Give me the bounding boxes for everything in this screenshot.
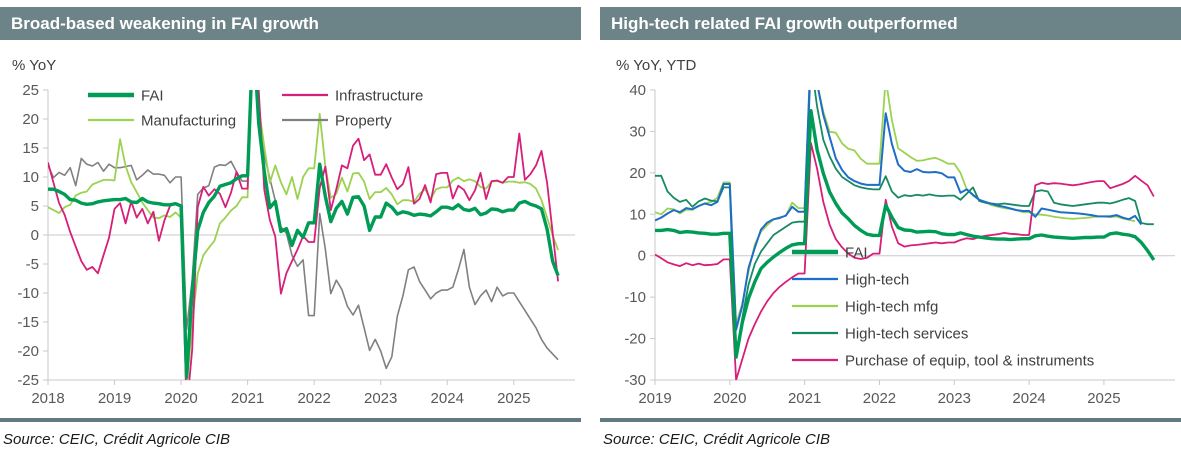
y-tick-label: 20 bbox=[629, 165, 646, 182]
x-tick-label: 2023 bbox=[364, 390, 397, 407]
left-source-line: Source: CEIC, Crédit Agricole CIB bbox=[3, 431, 231, 448]
y-tick-label: 25 bbox=[22, 82, 39, 99]
y-axis-unit-label: % YoY, YTD bbox=[616, 57, 697, 74]
left-separator bbox=[0, 418, 581, 422]
x-tick-label: 2021 bbox=[788, 390, 821, 407]
x-tick-label: 2020 bbox=[164, 390, 197, 407]
series-fai bbox=[655, 108, 1156, 359]
y-tick-label: 20 bbox=[22, 111, 39, 128]
x-tick-label: 2025 bbox=[497, 390, 530, 407]
series-manufacturing bbox=[48, 90, 559, 380]
left-panel-title: Broad-based weakening in FAI growth bbox=[0, 7, 581, 40]
legend-label-high-tech: High-tech bbox=[845, 272, 909, 289]
y-tick-label: 10 bbox=[629, 206, 646, 223]
y-tick-label: -30 bbox=[624, 372, 646, 389]
series-purchase-of-equip-tool-instruments bbox=[655, 142, 1155, 380]
right-panel: High-tech related FAI growth outperforme… bbox=[600, 7, 1181, 448]
x-tick-label: 2019 bbox=[98, 390, 131, 407]
y-tick-label: 5 bbox=[31, 198, 39, 215]
y-tick-label: -5 bbox=[26, 256, 39, 273]
y-tick-label: -25 bbox=[17, 372, 39, 389]
y-tick-label: 30 bbox=[629, 123, 646, 140]
legend-label-fai: FAI bbox=[141, 88, 164, 105]
y-tick-label: -10 bbox=[17, 285, 39, 302]
x-tick-label: 2018 bbox=[31, 390, 64, 407]
right-source-line: Source: CEIC, Crédit Agricole CIB bbox=[603, 431, 831, 448]
legend-label-high-tech-mfg: High-tech mfg bbox=[845, 299, 938, 316]
y-tick-label: -20 bbox=[17, 343, 39, 360]
y-tick-label: 0 bbox=[31, 227, 39, 244]
y-tick-label: 10 bbox=[22, 169, 39, 186]
legend-label-purchase-of-equip-tool-instruments: Purchase of equip, tool & instruments bbox=[845, 353, 1094, 370]
legend-label-property: Property bbox=[335, 113, 392, 130]
x-tick-label: 2023 bbox=[938, 390, 971, 407]
legend-label-manufacturing: Manufacturing bbox=[141, 113, 236, 130]
legend-label-infrastructure: Infrastructure bbox=[335, 88, 423, 105]
right-separator bbox=[600, 418, 1181, 422]
x-tick-label: 2022 bbox=[297, 390, 330, 407]
right-panel-title: High-tech related FAI growth outperforme… bbox=[600, 7, 1181, 40]
legend-label-high-tech-services: High-tech services bbox=[845, 326, 968, 343]
y-tick-label: 40 bbox=[629, 82, 646, 99]
x-tick-label: 2020 bbox=[713, 390, 746, 407]
left-panel: Broad-based weakening in FAI growth % Yo… bbox=[0, 7, 581, 448]
y-tick-label: -15 bbox=[17, 314, 39, 331]
y-axis-unit-label: % YoY bbox=[12, 57, 56, 74]
y-tick-label: -20 bbox=[624, 331, 646, 348]
x-tick-label: 2021 bbox=[231, 390, 264, 407]
y-tick-label: 0 bbox=[638, 248, 646, 265]
series-property bbox=[48, 90, 559, 370]
series-fai bbox=[48, 90, 560, 379]
x-tick-label: 2024 bbox=[1012, 390, 1045, 407]
x-tick-label: 2022 bbox=[863, 390, 896, 407]
x-tick-label: 2019 bbox=[638, 390, 671, 407]
legend-label-fai: FAI bbox=[845, 245, 868, 262]
y-tick-label: 15 bbox=[22, 140, 39, 157]
y-tick-label: -10 bbox=[624, 289, 646, 306]
x-tick-label: 2024 bbox=[431, 390, 464, 407]
x-tick-label: 2025 bbox=[1087, 390, 1120, 407]
